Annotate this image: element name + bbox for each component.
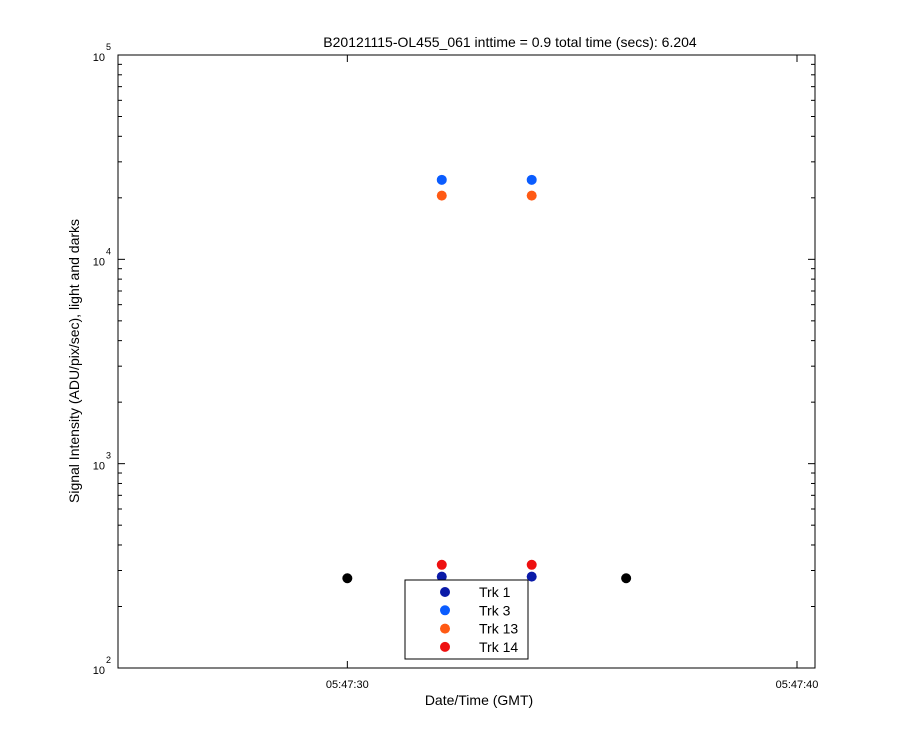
point-trk-3 <box>436 174 447 185</box>
dark-point <box>342 573 353 584</box>
point-trk-1 <box>526 571 537 582</box>
point-trk-14 <box>436 559 447 570</box>
point-trk-3 <box>526 174 537 185</box>
dark-point <box>621 573 632 584</box>
y-tick-label-base: 10 <box>93 256 105 268</box>
legend-label-trk-13: Trk 13 <box>479 621 518 637</box>
point-trk-13 <box>436 190 447 201</box>
legend-marker-trk-14 <box>440 641 450 652</box>
y-tick-label-exponent: 2 <box>106 655 111 665</box>
y-tick-label-exponent: 3 <box>106 451 111 461</box>
x-tick-label: 05:47:40 <box>776 679 819 691</box>
y-axis-label: Signal Intensity (ADU/pix/sec), light an… <box>66 219 82 503</box>
point-trk-14 <box>526 559 537 570</box>
point-trk-13 <box>526 190 537 201</box>
data-points <box>342 174 632 584</box>
legend-label-trk-14: Trk 14 <box>479 639 518 655</box>
y-tick-label-base: 10 <box>93 52 105 64</box>
legend-box <box>404 579 529 660</box>
legend-label-trk-3: Trk 3 <box>479 602 511 618</box>
y-tick-label-base: 10 <box>93 665 105 677</box>
legend-marker-trk-3 <box>440 605 450 616</box>
legend-label-trk-1: Trk 1 <box>479 584 511 600</box>
y-tick-label-exponent: 5 <box>106 42 111 52</box>
x-axis-label: Date/Time (GMT) <box>425 692 533 708</box>
plot-frame <box>117 54 816 669</box>
point-trk-1 <box>436 571 447 582</box>
y-tick-label-exponent: 4 <box>106 246 111 256</box>
legend-marker-trk-1 <box>440 587 450 597</box>
chart-title: B20121115-OL455_061 inttime = 0.9 total … <box>323 34 697 50</box>
legend: Trk 1 Trk 3 Trk 13 Trk 14 <box>404 579 529 660</box>
x-tick-label: 05:47:30 <box>326 679 369 691</box>
y-tick-label-base: 10 <box>93 461 105 473</box>
legend-marker-trk-13 <box>440 623 450 634</box>
